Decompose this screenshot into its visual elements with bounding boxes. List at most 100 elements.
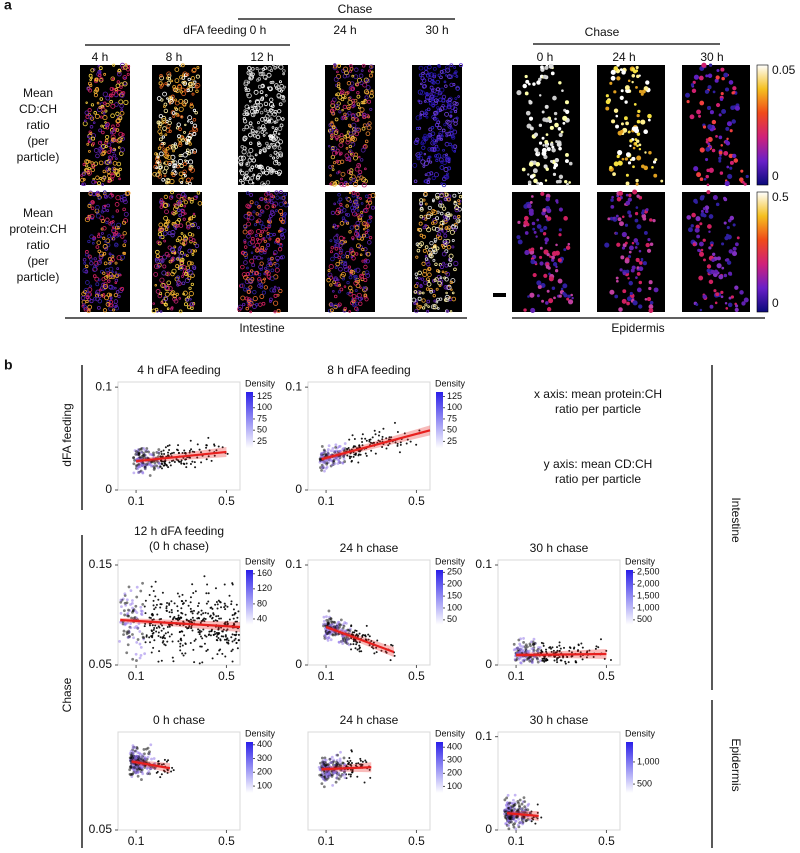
density-point bbox=[610, 659, 612, 661]
density-point bbox=[123, 630, 126, 633]
particle bbox=[694, 75, 698, 79]
particle bbox=[720, 98, 722, 100]
particle bbox=[525, 92, 528, 95]
density-point bbox=[197, 613, 199, 615]
particle bbox=[703, 295, 707, 299]
particle bbox=[709, 146, 711, 148]
particle bbox=[621, 130, 624, 133]
particle bbox=[641, 212, 644, 215]
density-point bbox=[208, 631, 210, 633]
density-point bbox=[202, 619, 204, 621]
density-point bbox=[182, 644, 184, 646]
particle bbox=[562, 90, 564, 92]
density-point bbox=[190, 440, 192, 442]
density-point bbox=[373, 652, 375, 654]
density-point bbox=[238, 634, 240, 636]
density-point bbox=[153, 600, 155, 602]
particle bbox=[724, 151, 728, 155]
particle bbox=[625, 86, 629, 90]
density-tick-label: 50 bbox=[447, 425, 457, 435]
density-point bbox=[560, 648, 562, 650]
particle bbox=[733, 247, 736, 250]
particle bbox=[526, 111, 530, 115]
particle bbox=[547, 148, 550, 151]
density-point bbox=[166, 761, 168, 763]
density-point bbox=[166, 610, 168, 612]
particle bbox=[706, 141, 708, 143]
density-point bbox=[160, 451, 162, 453]
density-point bbox=[158, 650, 160, 652]
density-point bbox=[168, 604, 170, 606]
particle bbox=[730, 130, 732, 132]
density-colorbar bbox=[436, 392, 443, 448]
density-point bbox=[140, 654, 143, 657]
density-point bbox=[236, 617, 238, 619]
particle bbox=[719, 136, 722, 139]
density-point bbox=[532, 643, 535, 646]
particle bbox=[703, 207, 705, 209]
particle bbox=[563, 122, 565, 124]
density-point bbox=[348, 439, 350, 441]
particle bbox=[649, 305, 653, 309]
density-point bbox=[320, 469, 323, 472]
particle bbox=[622, 299, 626, 303]
density-point bbox=[224, 605, 226, 607]
density-point bbox=[178, 615, 180, 617]
density-point bbox=[161, 630, 163, 632]
density-point bbox=[186, 463, 188, 465]
particle bbox=[624, 117, 627, 120]
density-point bbox=[145, 600, 147, 602]
micrograph bbox=[238, 64, 288, 186]
axis-note: ratio per particle bbox=[555, 472, 641, 486]
particle bbox=[708, 125, 712, 129]
particle bbox=[712, 253, 715, 256]
density-point bbox=[232, 633, 234, 635]
density-point bbox=[162, 592, 164, 594]
particle bbox=[523, 84, 527, 88]
density-point bbox=[139, 456, 142, 459]
density-point bbox=[141, 582, 144, 585]
particle bbox=[548, 299, 552, 303]
group-label: dFA feeding bbox=[60, 403, 74, 466]
density-point bbox=[146, 636, 148, 638]
scatter-plot: 30 h chase0.10.500.1Density5001,0001,500… bbox=[475, 541, 659, 683]
density-tick-label: 50 bbox=[257, 425, 267, 435]
density-point bbox=[131, 607, 134, 610]
density-point bbox=[185, 614, 187, 616]
particle bbox=[540, 229, 543, 232]
particle bbox=[700, 309, 702, 311]
particle bbox=[661, 180, 663, 182]
particle bbox=[701, 210, 703, 212]
scatter-plot: 0 h chase0.10.50.05Density100200300400 bbox=[89, 713, 276, 848]
particle bbox=[710, 305, 713, 308]
particle bbox=[550, 126, 553, 129]
particle bbox=[547, 290, 549, 292]
density-point bbox=[181, 613, 183, 615]
chart-title: 30 h chase bbox=[530, 541, 589, 555]
density-point bbox=[350, 625, 352, 627]
particle bbox=[737, 237, 739, 239]
density-point bbox=[520, 662, 523, 665]
density-point bbox=[366, 625, 368, 627]
particle bbox=[610, 290, 614, 294]
particle bbox=[537, 281, 541, 285]
density-point bbox=[160, 636, 162, 638]
density-point bbox=[358, 648, 360, 650]
density-point bbox=[137, 770, 140, 773]
density-point bbox=[157, 599, 159, 601]
density-point bbox=[177, 593, 179, 595]
particle bbox=[724, 274, 727, 277]
density-point bbox=[232, 649, 234, 651]
particle bbox=[538, 285, 541, 288]
particle bbox=[719, 160, 721, 162]
density-point bbox=[224, 583, 226, 585]
density-point bbox=[128, 586, 131, 589]
particle bbox=[530, 175, 533, 178]
density-point bbox=[163, 453, 165, 455]
density-point bbox=[372, 436, 374, 438]
y-tick-label: 0.05 bbox=[89, 657, 113, 671]
density-point bbox=[145, 450, 148, 453]
density-point bbox=[160, 466, 162, 468]
density-point bbox=[132, 636, 135, 639]
density-point bbox=[179, 646, 181, 648]
